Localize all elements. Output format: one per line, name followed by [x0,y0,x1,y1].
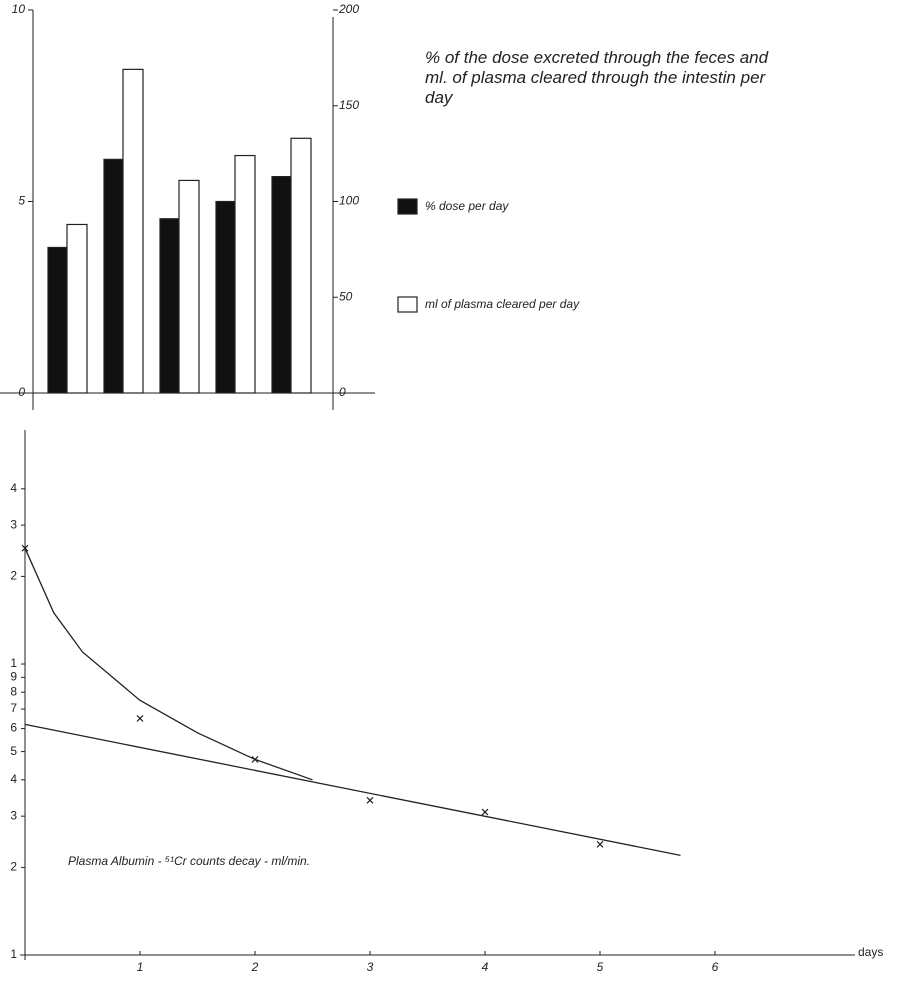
y-tick-label: 2 [10,569,17,583]
y-tick-label: 10 [12,2,26,16]
x-tick-label: 2 [251,960,259,974]
bar [290,137,312,394]
y-tick-label: 1 [10,947,17,961]
x-tick-label: 1 [137,960,144,974]
legend-label: ml of plasma cleared per day [425,297,580,311]
fit-line [24,547,313,781]
y-tick-label: 2 [10,860,17,874]
x-tick-label: 5 [597,960,604,974]
chart-title: % of the dose excreted through the feces… [425,48,769,107]
bar [122,68,144,394]
x-axis-label: days [858,945,883,959]
x-tick-label: 6 [712,960,719,974]
y-tick-label: 4 [10,481,17,495]
bar [47,246,68,394]
point [481,808,489,816]
y-tick-label: 6 [10,721,17,735]
y-tick-label: 5 [10,744,17,758]
point [366,796,374,804]
y2-tick-label: 150 [339,98,359,112]
x-tick-label: 3 [367,960,374,974]
y-tick-label: 1 [10,656,17,670]
y-tick-label: 5 [18,194,25,208]
y2-tick-label: 50 [339,289,353,303]
point [21,544,29,552]
x-tick-label: 4 [482,960,489,974]
bar [178,179,200,394]
bar [215,200,236,394]
y-tick-label: 3 [10,517,17,531]
bar [66,223,88,394]
legend-swatch [397,198,418,215]
bar [159,218,180,394]
y-tick-label: 0 [18,385,25,399]
bar [271,176,292,394]
legend-swatch [397,296,418,313]
legend-label: % dose per day [425,199,509,213]
point [596,840,604,848]
y-tick-label: 9 [10,669,17,683]
y-tick-label: 4 [10,772,17,786]
bar [234,154,256,394]
y-tick-label: 8 [10,684,17,698]
y-tick-label: 7 [10,701,17,715]
fit-line [24,723,681,856]
y-tick-label: 3 [10,808,17,822]
y2-tick-label: 0 [339,385,346,399]
y2-tick-label: 200 [338,2,359,16]
y2-tick-label: 100 [339,194,359,208]
point [136,715,144,722]
bar [103,158,124,394]
annotation: Plasma Albumin - ⁵¹Cr counts decay - ml/… [68,854,310,868]
